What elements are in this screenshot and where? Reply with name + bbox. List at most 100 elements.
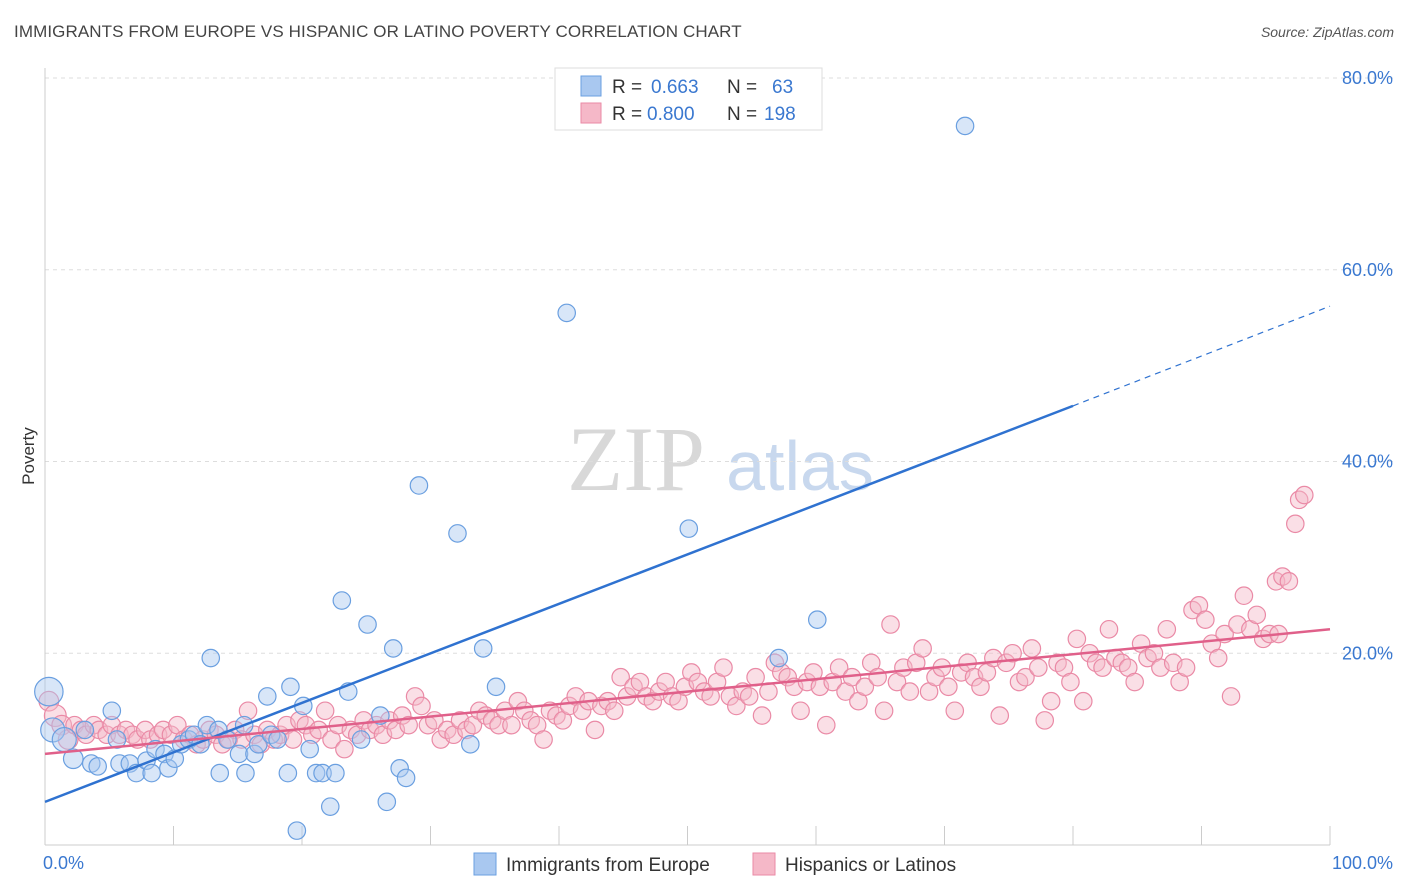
hispanics-point-42 (309, 720, 329, 740)
hispanics-point-38 (283, 730, 303, 749)
watermark-zip: ZIP (567, 408, 705, 510)
hispanics-point-191 (1266, 572, 1286, 591)
y-axis-label: Poverty (19, 427, 38, 485)
immigrants-point-55 (473, 639, 493, 658)
hispanics-point-134 (900, 682, 920, 701)
immigrants-point-62 (107, 730, 127, 749)
immigrants-point-28 (236, 763, 255, 783)
immigrants-point-50 (390, 758, 409, 778)
bottom-legend-label-pink: Hispanics or Latinos (785, 855, 956, 876)
hispanics-point-89 (611, 667, 630, 687)
hispanics-point-73 (508, 691, 528, 711)
legend-r-value-2: 0.800 (647, 104, 695, 125)
immigrants-point-26 (229, 744, 249, 764)
hispanics-point-41 (302, 725, 322, 745)
hispanics-point-150 (1003, 643, 1022, 663)
immigrants-point-33 (268, 730, 287, 749)
hispanics-point-136 (913, 639, 932, 658)
hispanics-point-188 (1247, 605, 1267, 625)
x-tick-label-max: 100.0% (1332, 853, 1393, 873)
immigrants-point-39 (306, 763, 326, 783)
immigrants-point-21 (197, 715, 217, 735)
immigrants-point-59 (769, 648, 789, 668)
hispanics-point-127 (855, 677, 875, 697)
immigrants-point-7 (102, 701, 122, 721)
immigrants-point-24 (210, 763, 230, 783)
immigrants-point-49 (383, 639, 403, 658)
immigrants-point-3 (62, 748, 84, 770)
hispanics-point-46 (335, 739, 354, 759)
hispanics-point-155 (1035, 711, 1055, 730)
hispanics-point-194 (1286, 514, 1305, 534)
tick-labels: 20.0% 40.0% 60.0% 80.0% 0.0% 100.0% (43, 68, 1393, 873)
hispanics-point-11 (110, 725, 129, 745)
y-tick-label-40: 40.0% (1342, 452, 1393, 472)
immigrants-point-31 (258, 687, 277, 706)
immigrants-point-6 (88, 757, 107, 776)
grid (45, 77, 1393, 654)
hispanics-point-154 (1029, 658, 1048, 677)
hispanics-point-131 (881, 615, 900, 634)
legend-n-label-1: N = (727, 77, 757, 98)
immigrants-point-0 (34, 676, 64, 707)
immigrants-point-58 (679, 519, 699, 538)
hispanics-point-164 (1093, 658, 1112, 677)
hispanics-point-88 (604, 701, 624, 721)
immigrants-point-40 (313, 763, 332, 783)
hispanics-point-192 (1273, 567, 1292, 586)
y-tick-label-60: 60.0% (1342, 260, 1393, 280)
hispanics-point-160 (1067, 629, 1087, 649)
immigrants-point-60 (807, 610, 827, 629)
hispanics-point-148 (990, 706, 1010, 725)
trend-lines (44, 305, 1331, 804)
hispanics-point-117 (791, 701, 810, 721)
legend-r-label-2: R = (612, 104, 642, 125)
hispanics-point-109 (739, 687, 759, 706)
legend-r-label-1: R = (612, 77, 642, 98)
bottom-legend-swatch-blue (473, 852, 497, 876)
legend-n-label-2: N = (727, 104, 757, 125)
hispanics-point-77 (534, 730, 553, 749)
hispanics-point-159 (1061, 672, 1080, 692)
immigrants-point-35 (281, 677, 300, 697)
hispanics-point-140 (939, 677, 958, 697)
hispanics-point-31 (238, 701, 258, 721)
legend-n-value-1: 63 (772, 77, 793, 98)
hispanics-point-196 (1295, 485, 1314, 505)
immigrants-point-22 (201, 648, 221, 668)
immigrants-point-38 (300, 739, 320, 759)
hispanics-point-186 (1234, 586, 1254, 606)
hispanics-point-165 (1099, 619, 1119, 639)
hispanics-point-10 (102, 715, 122, 735)
bottom-legend-label-blue: Immigrants from Europe (506, 855, 710, 876)
hispanics-point-157 (1048, 653, 1067, 673)
legend-n-value-2: 198 (764, 104, 796, 125)
hispanics-point-94 (643, 691, 663, 711)
hispanics-point-129 (868, 667, 887, 687)
hispanics-point-72 (502, 715, 521, 735)
hispanics-point-161 (1073, 691, 1093, 711)
immigrants-point-48 (377, 792, 397, 812)
hispanics-point-169 (1125, 672, 1144, 692)
hispanics-trend-line (44, 628, 1331, 756)
hispanics-point-114 (772, 663, 791, 682)
hispanics-point-153 (1022, 639, 1042, 658)
immigrants-point-53 (448, 524, 467, 543)
hispanics-point-167 (1112, 653, 1132, 673)
hispanics-point-9 (97, 725, 116, 745)
hispanics-point-62 (437, 720, 457, 740)
immigrants-trend-extension (1072, 305, 1331, 407)
hispanics-point-105 (714, 658, 733, 677)
hispanics-point-58 (412, 696, 431, 716)
hispanics-point-182 (1208, 648, 1228, 668)
hispanics-point-75 (521, 711, 541, 730)
hispanics-point-152 (1016, 667, 1035, 687)
hispanics-point-171 (1138, 648, 1157, 668)
immigrants-point-34 (278, 763, 298, 783)
legend-r-value-1: 0.663 (651, 77, 699, 98)
legend: R = 0.663 N = 63 R = 0.800 N = 198 (554, 67, 823, 131)
immigrants-point-54 (461, 735, 480, 754)
immigrants-point-42 (326, 763, 345, 783)
immigrants-point-15 (159, 758, 178, 778)
